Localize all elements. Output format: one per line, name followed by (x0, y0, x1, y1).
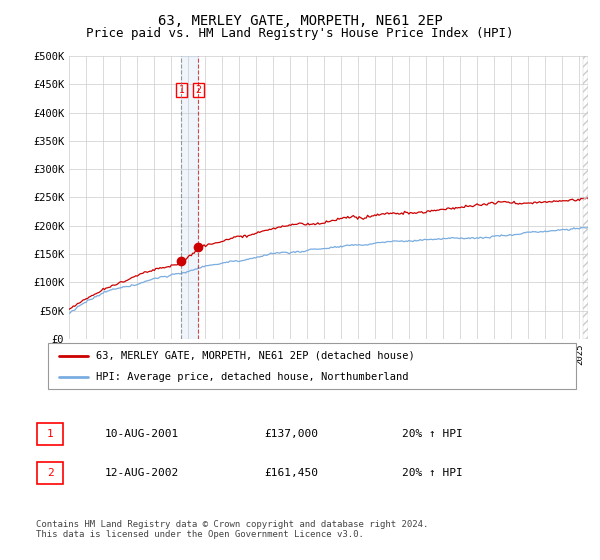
Bar (181, 56, 199, 339)
Text: 2: 2 (196, 85, 201, 95)
Text: 12-AUG-2002: 12-AUG-2002 (105, 468, 179, 478)
Text: HPI: Average price, detached house, Northumberland: HPI: Average price, detached house, Nort… (95, 372, 408, 382)
Text: 63, MERLEY GATE, MORPETH, NE61 2EP (detached house): 63, MERLEY GATE, MORPETH, NE61 2EP (deta… (95, 351, 414, 361)
Text: 63, MERLEY GATE, MORPETH, NE61 2EP: 63, MERLEY GATE, MORPETH, NE61 2EP (158, 14, 442, 28)
Text: £137,000: £137,000 (264, 429, 318, 439)
FancyBboxPatch shape (48, 343, 576, 389)
Text: 20% ↑ HPI: 20% ↑ HPI (402, 468, 463, 478)
Text: 1: 1 (178, 85, 184, 95)
Text: 1: 1 (47, 429, 54, 439)
FancyBboxPatch shape (37, 423, 64, 445)
Text: Price paid vs. HM Land Registry's House Price Index (HPI): Price paid vs. HM Land Registry's House … (86, 27, 514, 40)
FancyBboxPatch shape (37, 462, 64, 484)
Text: 20% ↑ HPI: 20% ↑ HPI (402, 429, 463, 439)
Text: Contains HM Land Registry data © Crown copyright and database right 2024.
This d: Contains HM Land Registry data © Crown c… (36, 520, 428, 539)
Text: 10-AUG-2001: 10-AUG-2001 (105, 429, 179, 439)
Text: £161,450: £161,450 (264, 468, 318, 478)
Text: 2: 2 (47, 468, 54, 478)
